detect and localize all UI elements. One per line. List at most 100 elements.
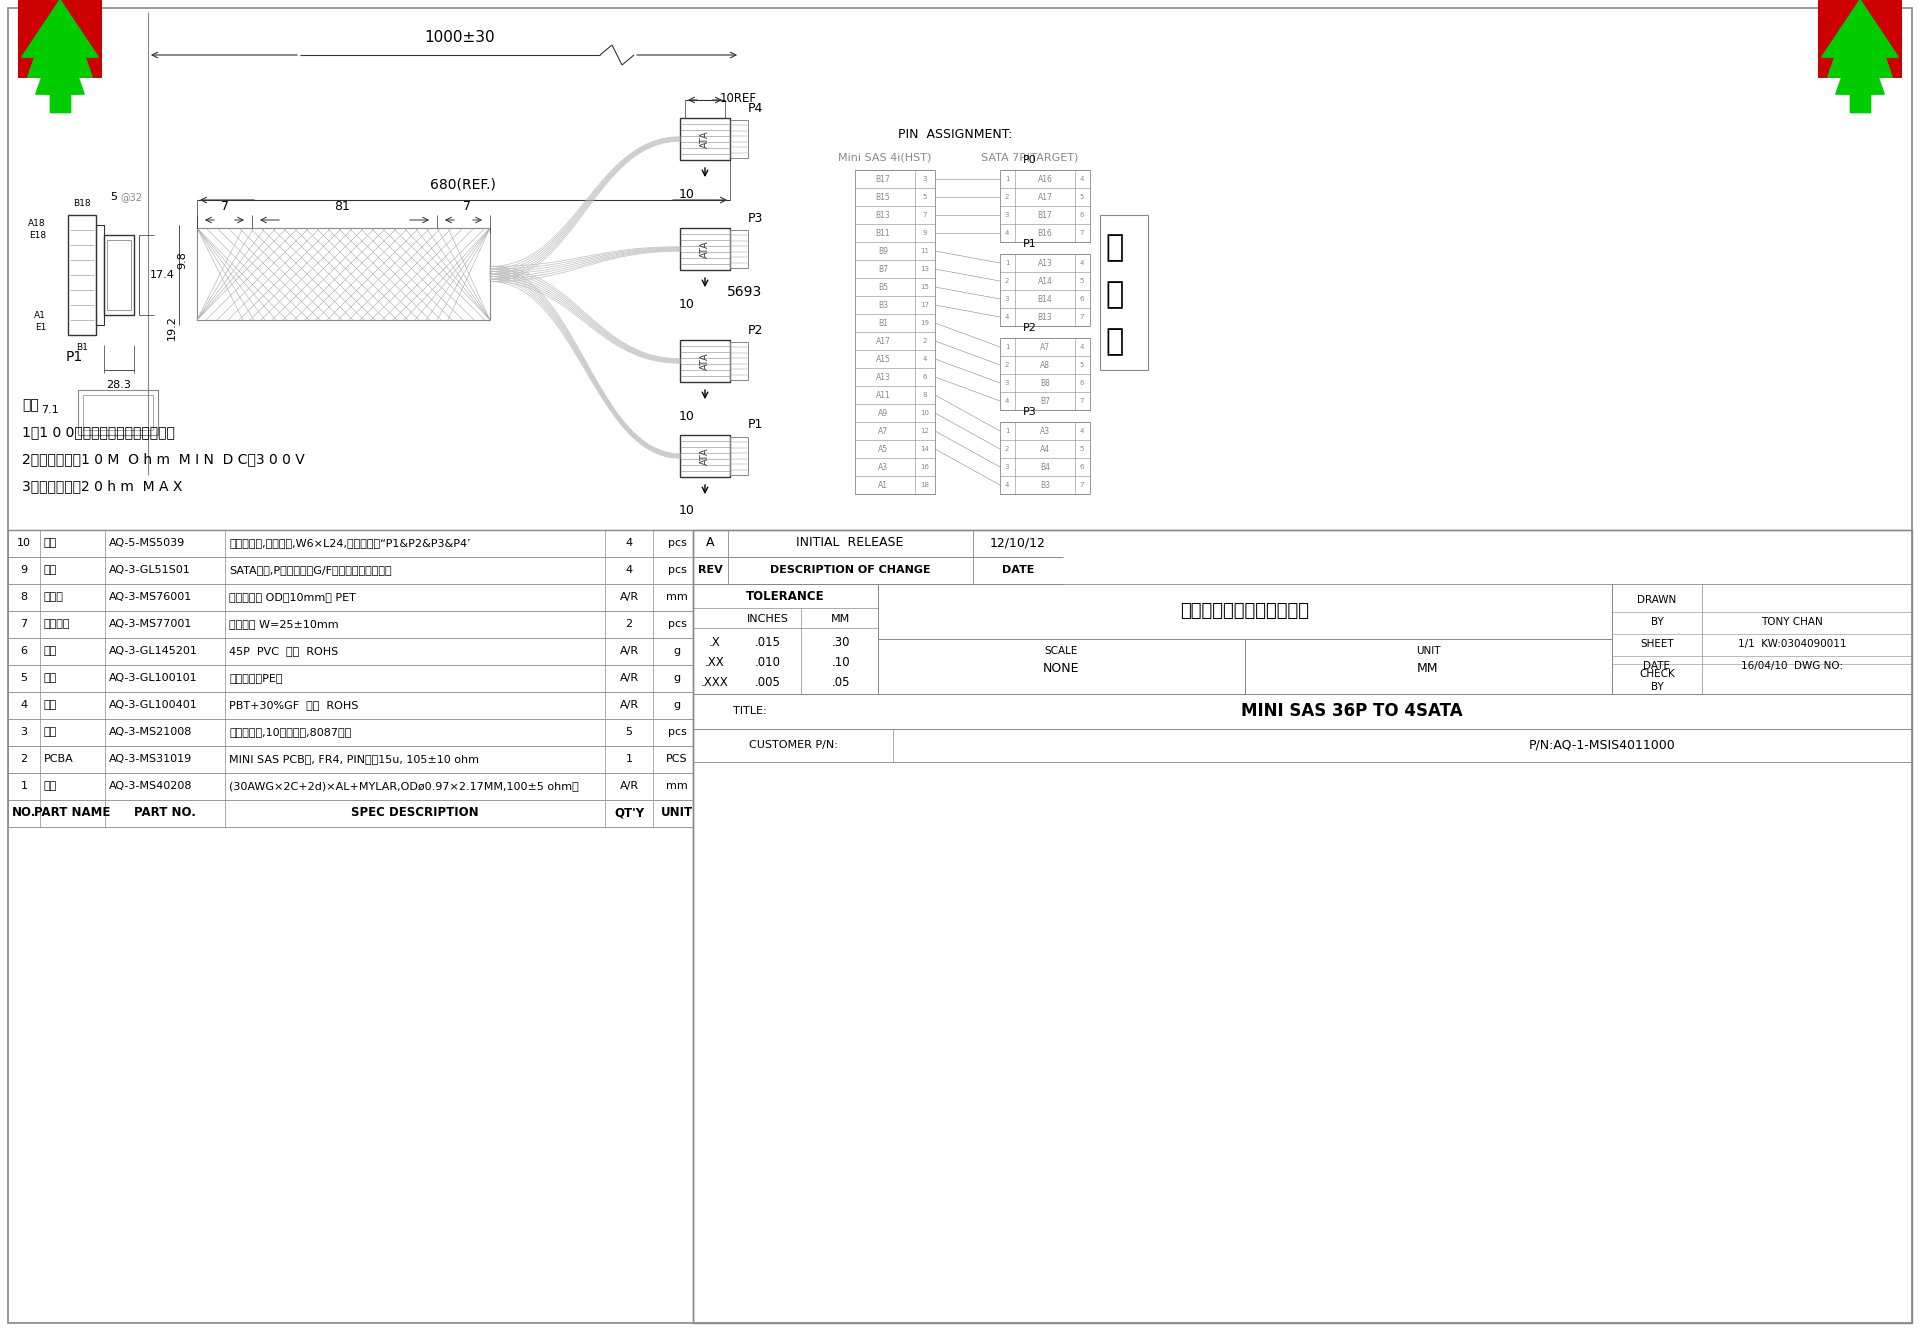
Text: 4: 4 <box>1079 260 1085 266</box>
Text: B5: B5 <box>877 282 887 291</box>
Text: PART NAME: PART NAME <box>35 807 109 820</box>
Text: 4: 4 <box>1004 398 1010 405</box>
Text: A5: A5 <box>877 445 889 454</box>
Text: 680(REF.): 680(REF.) <box>430 177 495 192</box>
Text: 3: 3 <box>924 176 927 182</box>
Text: 注：: 注： <box>21 398 38 413</box>
Text: 5: 5 <box>1079 446 1085 453</box>
Bar <box>693 530 1912 1323</box>
Text: 7: 7 <box>221 201 228 213</box>
Bar <box>693 729 1912 763</box>
Text: 8: 8 <box>21 592 27 602</box>
Text: SATA母座,P端子镶金：G/F，黑色胶芯，弹片式: SATA母座,P端子镶金：G/F，黑色胶芯，弹片式 <box>228 564 392 575</box>
Text: AQ-3-GL145201: AQ-3-GL145201 <box>109 646 198 656</box>
Text: 3: 3 <box>1004 465 1010 470</box>
Text: 18: 18 <box>920 482 929 488</box>
Text: PCBA: PCBA <box>44 753 73 764</box>
Text: 5: 5 <box>111 192 117 202</box>
Bar <box>680 339 730 382</box>
Text: A/R: A/R <box>620 592 639 602</box>
Text: 14: 14 <box>920 446 929 453</box>
Text: CUSTOMER P/N:: CUSTOMER P/N: <box>749 740 837 749</box>
Text: 线材: 线材 <box>44 781 58 791</box>
Text: 1: 1 <box>1004 429 1010 434</box>
Text: B16: B16 <box>1037 229 1052 237</box>
Text: g: g <box>674 700 680 709</box>
Text: 1/1  KW:0304090011: 1/1 KW:0304090011 <box>1738 639 1847 650</box>
Text: A11: A11 <box>876 390 891 399</box>
Text: 2: 2 <box>626 619 632 630</box>
Text: P1: P1 <box>65 350 83 363</box>
Text: 接: 接 <box>1106 281 1123 310</box>
Text: .30: .30 <box>831 635 851 648</box>
Text: 2: 2 <box>1004 194 1010 200</box>
Text: NONE: NONE <box>1043 663 1079 676</box>
Text: A15: A15 <box>876 354 891 363</box>
Text: 6: 6 <box>1079 379 1085 386</box>
Text: 16: 16 <box>920 465 929 470</box>
Text: AQ-3-GL100101: AQ-3-GL100101 <box>109 673 198 683</box>
Text: B17: B17 <box>876 174 891 184</box>
Text: A16: A16 <box>1037 174 1052 184</box>
Bar <box>730 120 749 158</box>
Text: 10: 10 <box>680 298 695 310</box>
Text: 45P  PVC  黑色  ROHS: 45P PVC 黑色 ROHS <box>228 646 338 656</box>
Text: A9: A9 <box>877 409 889 418</box>
Text: B17: B17 <box>1037 210 1052 220</box>
Text: P3: P3 <box>747 212 762 225</box>
Text: 9: 9 <box>924 230 927 236</box>
Text: 1: 1 <box>626 753 632 764</box>
Text: A/R: A/R <box>620 646 639 656</box>
Text: 2．绹缘阱抗：1 0 M  O h m  M I N  D C：3 0 0 V: 2．绹缘阱抗：1 0 M O h m M I N D C：3 0 0 V <box>21 453 305 466</box>
Text: A17: A17 <box>1037 193 1052 201</box>
Text: 19: 19 <box>920 319 929 326</box>
Text: 标签: 标签 <box>44 538 58 548</box>
Text: 7: 7 <box>463 201 470 213</box>
Text: B3: B3 <box>1041 480 1050 490</box>
Text: A14: A14 <box>1037 277 1052 286</box>
Text: A1: A1 <box>877 480 887 490</box>
Bar <box>1818 0 1903 79</box>
Text: SCALE: SCALE <box>1044 646 1077 656</box>
Text: 3: 3 <box>1004 379 1010 386</box>
Text: RoHS: RoHS <box>1845 23 1876 32</box>
Text: ATA: ATA <box>701 447 710 465</box>
Text: B18: B18 <box>73 198 90 208</box>
Text: 胶料: 胶料 <box>44 700 58 709</box>
Text: AQ-3-GL100401: AQ-3-GL100401 <box>109 700 198 709</box>
Text: 3: 3 <box>1004 212 1010 218</box>
Text: .010: .010 <box>755 655 781 668</box>
Text: mm: mm <box>666 592 687 602</box>
Text: MINI SAS PCB板, FR4, PIN镶金15u, 105±10 ohm: MINI SAS PCB板, FR4, PIN镶金15u, 105±10 ohm <box>228 753 478 764</box>
Text: A8: A8 <box>1041 361 1050 370</box>
Text: 4: 4 <box>1004 314 1010 319</box>
Text: 4: 4 <box>1004 230 1010 236</box>
Text: 5: 5 <box>1079 278 1085 284</box>
Text: 1．1 0 0％开路、短路、断路测试，: 1．1 0 0％开路、短路、断路测试， <box>21 425 175 439</box>
Text: 2: 2 <box>1004 278 1010 284</box>
Text: ATA: ATA <box>701 353 710 370</box>
Text: 7: 7 <box>1079 482 1085 488</box>
Text: A17: A17 <box>876 337 891 346</box>
Text: ATA: ATA <box>701 240 710 258</box>
Text: MINI SAS 36P TO 4SATA: MINI SAS 36P TO 4SATA <box>1240 701 1463 720</box>
Text: AQ-3-MS31019: AQ-3-MS31019 <box>109 753 192 764</box>
Text: PART NO.: PART NO. <box>134 807 196 820</box>
Text: 10: 10 <box>17 538 31 548</box>
Text: 本色低密度PE料: 本色低密度PE料 <box>228 673 282 683</box>
Text: (30AWG×2C+2d)×AL+MYLAR,ODø0.97×2.17MM,100±5 ohm。: (30AWG×2C+2d)×AL+MYLAR,ODø0.97×2.17MM,10… <box>228 781 578 791</box>
Text: g: g <box>674 646 680 656</box>
Text: 5: 5 <box>626 727 632 737</box>
Text: 6: 6 <box>21 646 27 656</box>
Text: .10: .10 <box>831 655 851 668</box>
Bar <box>680 228 730 270</box>
Text: 12: 12 <box>920 429 929 434</box>
Text: A13: A13 <box>1037 258 1052 268</box>
Text: 正: 正 <box>1106 233 1123 262</box>
Text: AQ-3-GL51S01: AQ-3-GL51S01 <box>109 564 190 575</box>
Text: UNIT: UNIT <box>660 807 693 820</box>
Text: 7: 7 <box>1079 314 1085 319</box>
Text: 6: 6 <box>1079 212 1085 218</box>
Text: B15: B15 <box>876 193 891 201</box>
Text: SHEET: SHEET <box>1640 639 1674 650</box>
